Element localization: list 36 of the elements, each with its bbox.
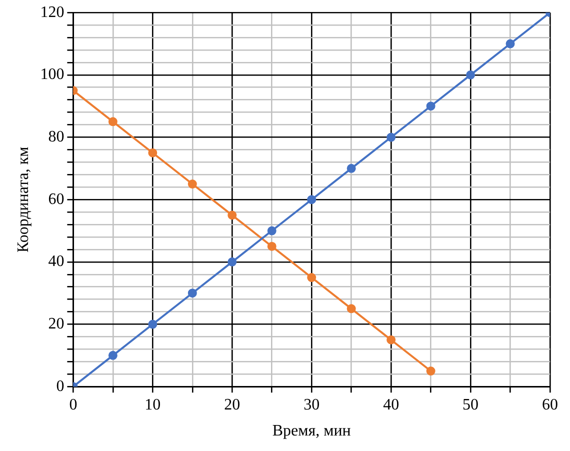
point [108, 117, 118, 126]
point [307, 273, 316, 282]
x-axis-title: Время, мин [272, 422, 352, 440]
point [188, 180, 197, 189]
x-tick-label: 0 [69, 396, 78, 414]
x-tick-label: 60 [542, 396, 558, 414]
point [228, 257, 237, 266]
point [426, 366, 436, 376]
point [267, 242, 276, 251]
y-axis-title: Координата, км [14, 146, 32, 253]
point [148, 148, 158, 158]
y-tick-label: 100 [40, 66, 64, 84]
x-tick-label: 50 [462, 396, 479, 414]
x-tick-label: 40 [383, 396, 400, 414]
x-tick-label: 20 [224, 396, 240, 414]
point [386, 132, 396, 142]
y-tick-label: 20 [48, 315, 64, 332]
point [228, 210, 237, 220]
y-tick-label: 60 [48, 190, 64, 208]
x-tick-label: 30 [304, 396, 320, 414]
point [108, 350, 118, 360]
point [307, 195, 316, 204]
point [346, 304, 356, 314]
point [188, 288, 197, 298]
point [466, 70, 476, 80]
point [148, 320, 158, 329]
point [386, 335, 396, 344]
x-tick-label: 10 [144, 396, 161, 414]
point [506, 39, 515, 48]
point [346, 164, 356, 173]
point [426, 102, 436, 111]
y-tick-label: 80 [48, 128, 64, 146]
y-tick-label: 120 [40, 4, 64, 21]
point [267, 226, 276, 236]
y-tick-label: 0 [56, 378, 64, 395]
y-tick-label: 40 [48, 253, 64, 270]
